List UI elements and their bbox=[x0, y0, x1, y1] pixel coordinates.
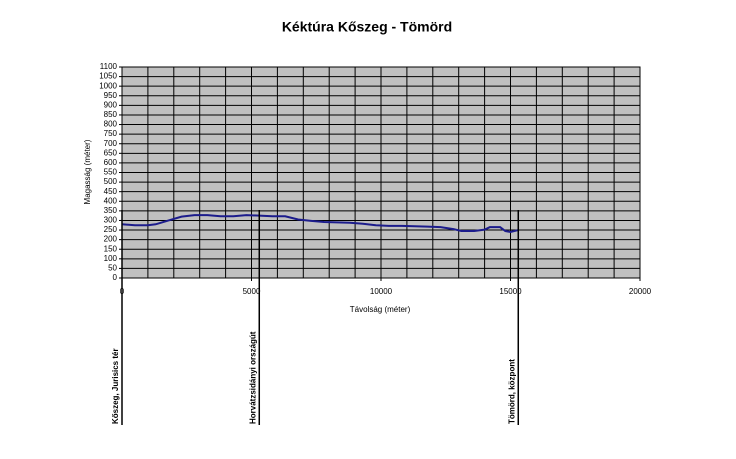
y-axis-label: Magasság (méter) bbox=[83, 139, 92, 204]
y-tick-label: 350 bbox=[104, 206, 118, 215]
elevation-line bbox=[121, 214, 519, 233]
y-tick-label: 550 bbox=[104, 168, 118, 177]
y-tick-label: 1050 bbox=[99, 72, 117, 81]
x-tick-label: 10000 bbox=[370, 287, 393, 296]
y-tick-label: 700 bbox=[104, 139, 118, 148]
x-tick-label: 5000 bbox=[243, 287, 261, 296]
waypoint-label: Tömörd, központ bbox=[507, 359, 516, 424]
y-tick-label: 800 bbox=[104, 120, 118, 129]
y-tick-label: 50 bbox=[108, 264, 117, 273]
y-tick-label: 900 bbox=[104, 100, 118, 109]
y-tick-label: 400 bbox=[104, 196, 118, 205]
y-tick-label: 100 bbox=[104, 254, 118, 263]
y-tick-label: 1100 bbox=[100, 62, 118, 71]
x-tick-label: 15000 bbox=[499, 287, 522, 296]
y-tick-label: 950 bbox=[104, 91, 118, 100]
y-tick-label: 600 bbox=[104, 158, 118, 167]
x-axis-label: Távolság (méter) bbox=[350, 305, 411, 314]
y-tick-label: 250 bbox=[104, 225, 118, 234]
waypoint-label: Kőszeg, Jurisics tér bbox=[111, 348, 120, 424]
x-tick-label: 20000 bbox=[629, 287, 652, 296]
y-tick-label: 750 bbox=[104, 129, 118, 138]
y-tick-label: 150 bbox=[104, 244, 118, 253]
y-tick-label: 1000 bbox=[99, 81, 117, 90]
y-tick-label: 500 bbox=[104, 177, 118, 186]
y-tick-label: 200 bbox=[104, 235, 118, 244]
y-tick-label: 850 bbox=[104, 110, 118, 119]
y-tick-label: 450 bbox=[104, 187, 118, 196]
waypoint-label: Horvátzsidányi országút bbox=[248, 331, 257, 424]
y-tick-label: 0 bbox=[113, 273, 118, 282]
y-tick-label: 300 bbox=[104, 216, 118, 225]
y-tick-label: 650 bbox=[104, 148, 118, 157]
chart-title: Kéktúra Kőszeg - Tömörd bbox=[282, 19, 452, 35]
